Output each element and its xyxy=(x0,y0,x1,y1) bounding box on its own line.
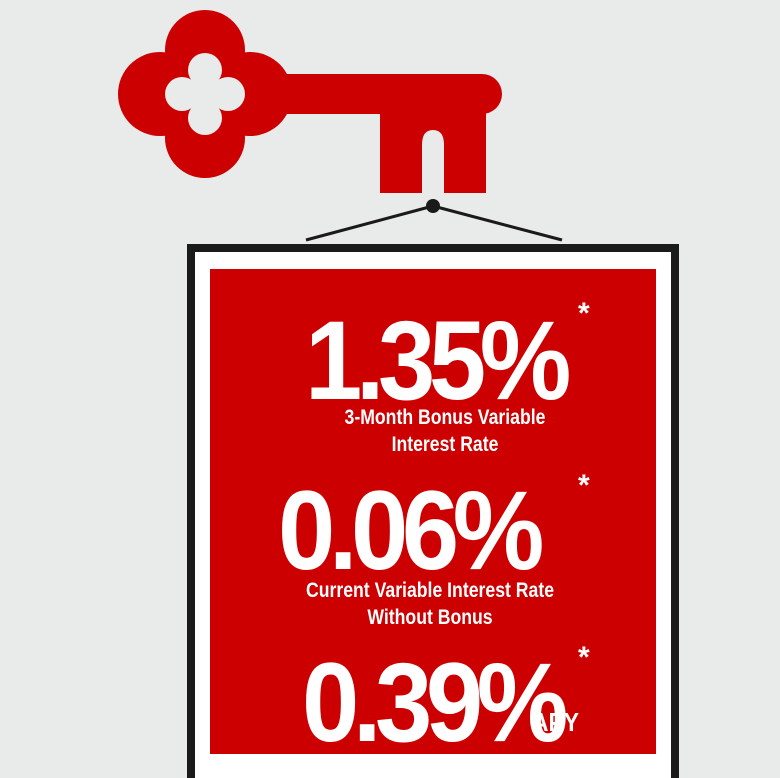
current-rate-caption-line2: Without Bonus xyxy=(367,606,493,629)
key-icon xyxy=(118,10,502,193)
apy-rate-value: 0.39% xyxy=(302,640,568,765)
current-rate-value: 0.06% xyxy=(278,468,544,593)
rate-panel: 1.35% * 3-Month Bonus Variable Interest … xyxy=(210,269,656,759)
current-rate-caption-line1: Current Variable Interest Rate xyxy=(305,579,555,602)
apy-label: APY xyxy=(532,707,580,737)
bonus-rate: 1.35% xyxy=(305,305,588,417)
rate-sign: 1.35% * 3-Month Bonus Variable Interest … xyxy=(187,244,679,778)
bonus-rate-caption: 3-Month Bonus Variable Interest Rate xyxy=(327,404,562,458)
apy-rate: 0.39% xyxy=(302,647,585,759)
sign-hanger xyxy=(305,199,563,242)
bonus-rate-asterisk: * xyxy=(578,297,590,330)
apy-rate-asterisk: * xyxy=(578,641,590,674)
sign-border: 1.35% * 3-Month Bonus Variable Interest … xyxy=(195,252,671,778)
bonus-rate-caption-line1: 3-Month Bonus Variable xyxy=(344,406,546,429)
bonus-rate-caption-line2: Interest Rate xyxy=(391,433,499,456)
current-rate: 0.06% xyxy=(278,475,561,587)
bonus-rate-value: 1.35% xyxy=(305,298,571,423)
current-rate-caption: Current Variable Interest Rate Without B… xyxy=(279,577,581,631)
current-rate-asterisk: * xyxy=(578,469,590,502)
